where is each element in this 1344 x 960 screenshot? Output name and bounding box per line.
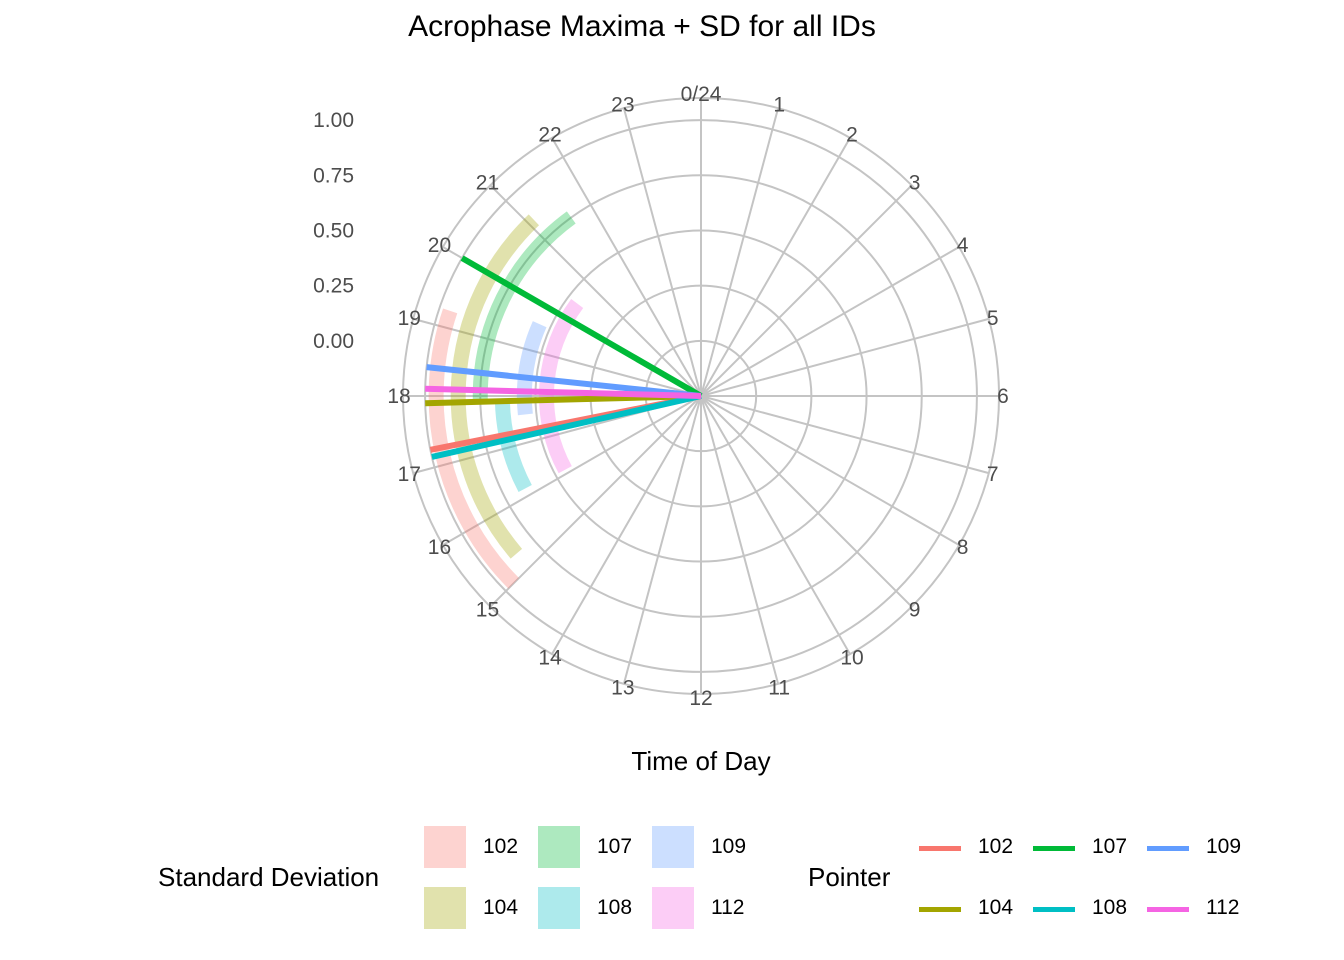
hour-tick-label: 0/24 bbox=[681, 83, 722, 106]
chart-title: Acrophase Maxima + SD for all IDs bbox=[408, 10, 876, 43]
grid-spoke bbox=[700, 395, 990, 475]
grid-spoke bbox=[551, 395, 702, 655]
sd-legend-key-102 bbox=[424, 826, 466, 868]
hour-tick-label: 1 bbox=[773, 93, 785, 116]
sd-legend-key-107 bbox=[538, 826, 580, 868]
pointer-legend-label: 107 bbox=[1092, 835, 1128, 858]
sd-legend-title: Standard Deviation bbox=[158, 862, 380, 892]
radial-tick-label: 0.00 bbox=[313, 330, 354, 353]
pointer-legend-label: 104 bbox=[978, 896, 1014, 919]
hour-tick-label: 21 bbox=[476, 171, 499, 194]
pointer-legend-key-112 bbox=[1147, 907, 1189, 912]
pointer-107 bbox=[460, 255, 703, 399]
pointer-legend-label: 108 bbox=[1092, 896, 1128, 919]
sd-arc-109 bbox=[516, 321, 547, 416]
sd-legend-label: 109 bbox=[711, 835, 747, 858]
hour-tick-label: 19 bbox=[398, 307, 421, 330]
grid-spoke bbox=[700, 137, 851, 397]
grid-spoke bbox=[700, 246, 960, 397]
pointers bbox=[425, 255, 703, 460]
sd-legend-label: 104 bbox=[483, 896, 519, 919]
hour-tick-label: 17 bbox=[398, 463, 421, 486]
sd-arc-108 bbox=[494, 400, 532, 492]
pointer-legend-key-108 bbox=[1033, 907, 1075, 912]
grid-spoke bbox=[700, 395, 913, 608]
hour-tick-label: 22 bbox=[538, 123, 561, 146]
hour-tick-label: 16 bbox=[428, 536, 451, 559]
hour-tick-label: 23 bbox=[611, 93, 634, 116]
sd-legend-key-112 bbox=[652, 887, 694, 929]
grid-spoke bbox=[412, 317, 702, 397]
pointer-legend-label: 112 bbox=[1206, 896, 1240, 919]
sd-legend-key-109 bbox=[652, 826, 694, 868]
radial-tick-label: 0.50 bbox=[313, 219, 354, 242]
grid bbox=[402, 97, 1000, 695]
grid-spoke bbox=[489, 184, 702, 397]
sd-legend-label: 112 bbox=[711, 896, 745, 919]
grid-spoke bbox=[551, 137, 702, 397]
grid-spoke bbox=[622, 395, 702, 685]
grid-spoke bbox=[700, 317, 990, 397]
grid-spoke bbox=[700, 395, 780, 685]
pointer-legend-label: 102 bbox=[978, 835, 1014, 858]
hour-tick-label: 12 bbox=[689, 687, 712, 710]
pointer-legend-key-104 bbox=[919, 907, 961, 912]
hour-tick-label: 9 bbox=[909, 599, 921, 622]
sd-arc-112 bbox=[539, 299, 584, 474]
hour-tick-label: 15 bbox=[476, 599, 499, 622]
hour-tick-label: 13 bbox=[611, 677, 634, 700]
hour-tick-label: 4 bbox=[957, 234, 969, 257]
radial-tick-label: 0.25 bbox=[313, 275, 354, 298]
pointer-112 bbox=[425, 385, 702, 399]
grid-spoke bbox=[622, 107, 702, 397]
hour-tick-label: 18 bbox=[387, 385, 410, 408]
hour-tick-label: 11 bbox=[768, 677, 790, 700]
pointer-legend-key-109 bbox=[1147, 846, 1189, 851]
pointer-legend-title: Pointer bbox=[808, 862, 891, 892]
grid-spoke bbox=[442, 395, 702, 546]
pointer-108 bbox=[431, 393, 702, 460]
hour-tick-label: 7 bbox=[987, 463, 999, 486]
x-axis-label: Time of Day bbox=[631, 746, 771, 776]
pointer-legend-key-107 bbox=[1033, 846, 1075, 851]
hour-tick-label: 3 bbox=[909, 171, 921, 194]
radial-tick-label: 1.00 bbox=[313, 109, 354, 132]
sd-legend-label: 102 bbox=[483, 835, 519, 858]
sd-legend-key-108 bbox=[538, 887, 580, 929]
sd-legend-key-104 bbox=[424, 887, 466, 929]
grid-spoke bbox=[700, 395, 960, 546]
grid-spoke bbox=[700, 107, 780, 397]
grid-spoke bbox=[700, 395, 851, 655]
grid-spoke bbox=[489, 395, 702, 608]
pointer-legend-key-102 bbox=[919, 846, 961, 851]
hour-tick-label: 20 bbox=[428, 234, 451, 257]
radial-tick-label: 0.75 bbox=[313, 164, 354, 187]
hour-tick-label: 2 bbox=[846, 123, 858, 146]
hour-tick-label: 10 bbox=[840, 647, 863, 670]
pointer-legend-label: 109 bbox=[1206, 835, 1242, 858]
grid-spoke bbox=[700, 184, 913, 397]
hour-tick-label: 8 bbox=[957, 536, 969, 559]
sd-legend-label: 107 bbox=[597, 835, 633, 858]
sd-legend-label: 108 bbox=[597, 896, 633, 919]
hour-tick-label: 6 bbox=[997, 385, 1009, 408]
hour-tick-label: 14 bbox=[538, 647, 562, 670]
pointer-109 bbox=[426, 364, 702, 399]
sd-arc-104 bbox=[450, 214, 540, 559]
tick-labels: 0/24 123456789101112131415161718192021222… bbox=[313, 83, 1009, 710]
hour-tick-label: 5 bbox=[987, 307, 999, 330]
